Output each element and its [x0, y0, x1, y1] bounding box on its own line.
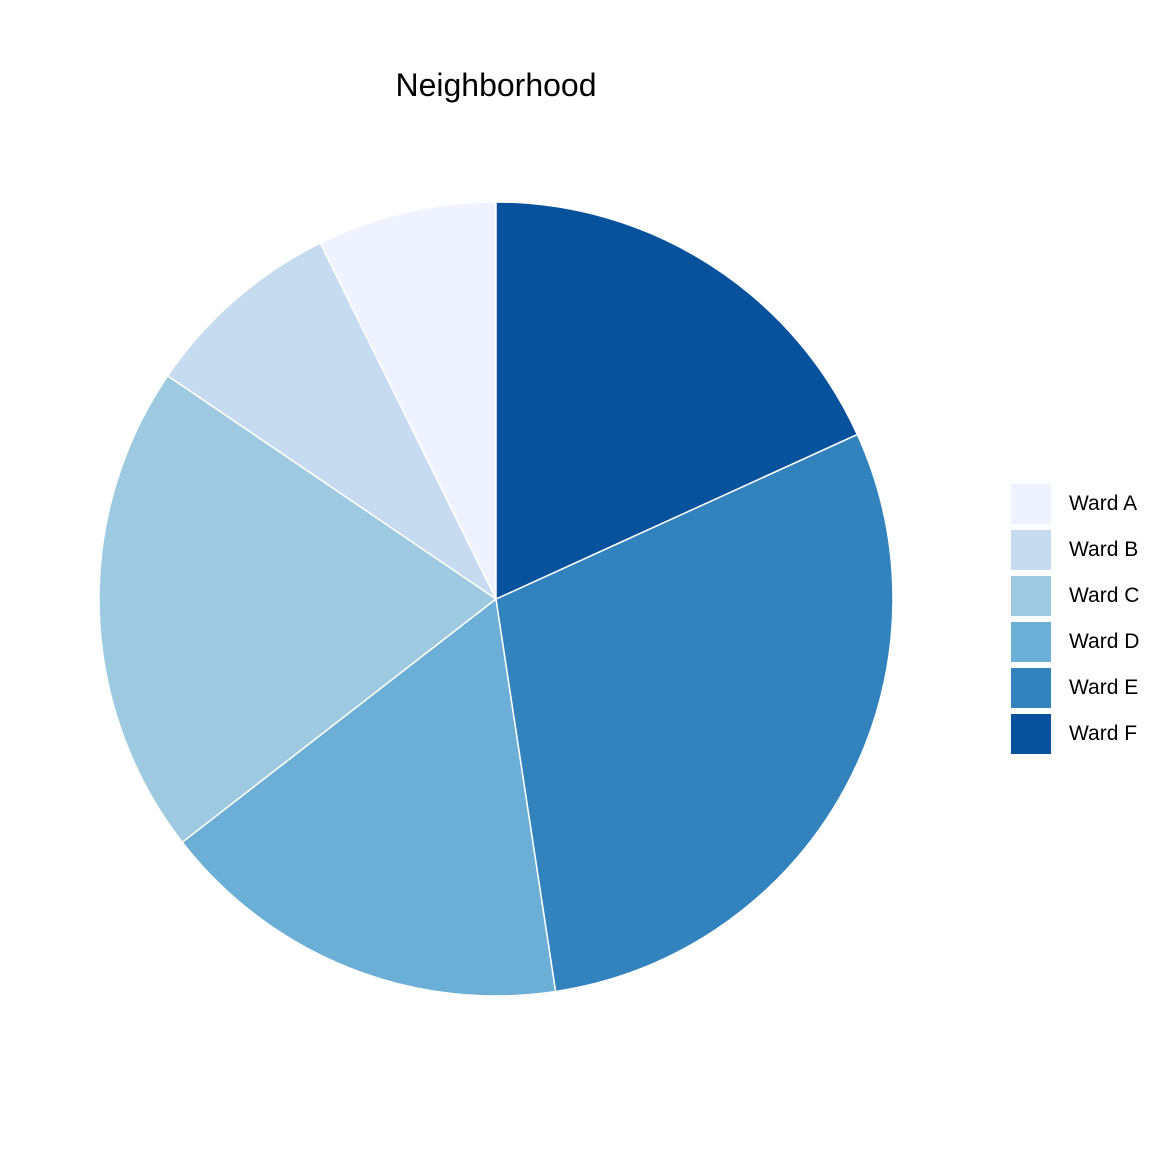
- legend-item-ward-d: Ward D: [1010, 622, 1152, 668]
- legend-label-ward-a: Ward A: [1069, 492, 1138, 515]
- legend-key-ward-e: [1011, 668, 1051, 708]
- pie-slice-ward-f: [495, 201, 859, 600]
- legend-label-ward-d: Ward D: [1069, 630, 1140, 653]
- legend: Ward A Ward B Ward C Ward D Ward E Ward F: [1010, 484, 1152, 760]
- pie-slice-ward-d: [181, 598, 557, 997]
- pie-slice-ward-c: [98, 375, 497, 844]
- pie-slice-ward-a: [319, 201, 497, 600]
- pie-slices: [98, 201, 894, 997]
- chart-title: Neighborhood: [395, 67, 597, 103]
- legend-key-ward-a: [1011, 484, 1051, 524]
- legend-label-ward-f: Ward F: [1069, 722, 1138, 745]
- legend-item-ward-e: Ward E: [1010, 668, 1152, 714]
- legend-key-ward-d: [1011, 622, 1051, 662]
- legend-label-ward-b: Ward B: [1069, 538, 1139, 561]
- legend-label-ward-e: Ward E: [1069, 676, 1139, 699]
- legend-item-ward-f: Ward F: [1010, 714, 1152, 760]
- legend-key-ward-f: [1011, 714, 1051, 754]
- legend-item-ward-c: Ward C: [1010, 576, 1152, 622]
- legend-item-ward-b: Ward B: [1010, 530, 1152, 576]
- pie-slice-ward-e: [495, 433, 894, 993]
- legend-key-ward-b: [1011, 530, 1051, 570]
- legend-key-ward-c: [1011, 576, 1051, 616]
- pie-slice-ward-b: [166, 242, 497, 600]
- legend-item-ward-a: Ward A: [1010, 484, 1152, 530]
- legend-label-ward-c: Ward C: [1069, 584, 1140, 607]
